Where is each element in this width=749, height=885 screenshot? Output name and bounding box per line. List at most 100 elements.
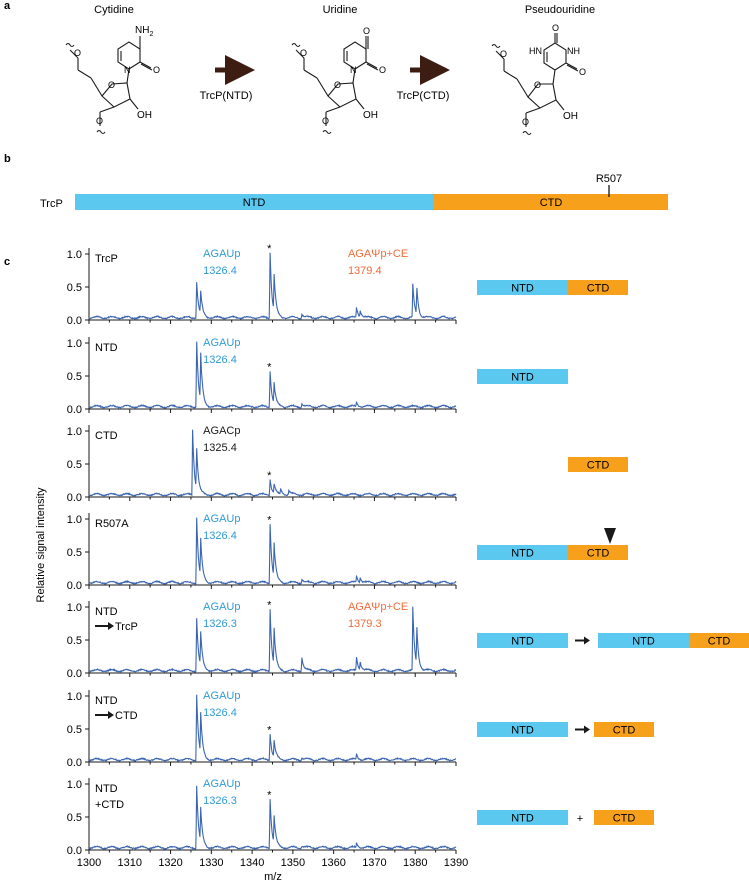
x-axis-title: m/z [264,871,282,883]
ntd-domain-box [477,545,568,560]
domain-bar-ntd [75,194,434,210]
peak-annotation-mass: 1325.4 [203,442,237,454]
construct-diagram-1: NTD CTD [477,280,628,295]
pseudouridine-oh: OH [563,111,578,122]
pseudouridine-5-o: O [500,49,507,59]
y-tick-label: 1.0 [67,779,82,791]
x-tick-label: 1320 [158,857,182,869]
y-tick-label: 0.5 [67,282,82,294]
peak-annotation-mass: 1379.3 [348,618,382,630]
spectra-panels: 0.00.51.0 *TrcP AGAUp1326.4AGAΨp+CE1379.40… [67,243,469,869]
molecule-label-pseudouridine: Pseudouridine [525,4,595,16]
uridine-5-o: O [300,48,307,58]
cytidine-ring-n: N [124,65,131,75]
protein-label-trcp: TrcP [40,198,63,210]
impurity-star: * [267,599,272,611]
sample-name-2: CTD [115,710,138,722]
enzyme-label-ntd: TrcP(NTD) [200,90,253,102]
panel-label-a: a [4,0,11,12]
y-tick-label: 0.0 [67,492,82,504]
ntd-domain-box [477,810,568,825]
impurity-star: * [267,470,272,482]
ntd-domain-box [598,633,689,648]
x-tick-label: 1380 [403,857,427,869]
pseudouridine-carbonyl-o4: O [579,67,586,77]
ctd-domain-box [594,722,654,737]
pseudouridine-3-o: O [522,117,529,127]
impurity-star: * [267,725,272,737]
pseudouridine-imide-hn: HN [529,46,542,56]
sample-arrow-head-icon [108,711,114,719]
domain-label-ntd: NTD [243,197,266,209]
peak-annotation-name: AGAUp [203,778,240,790]
y-tick-label: 1.0 [67,691,82,703]
ctd-domain-box [568,280,628,295]
x-tick-label: 1370 [362,857,386,869]
ntd-domain-label: NTD [511,372,534,384]
ctd-domain-label: CTD [613,813,636,825]
y-tick-label: 0.5 [67,812,82,824]
construct-diagram-6: NTD CTD [477,722,654,737]
sample-name: R507A [95,518,129,530]
y-tick-label: 1.0 [67,338,82,350]
ctd-domain-box [689,633,749,648]
sample-name: TrcP [95,253,118,265]
pseudouridine-structure [491,33,579,136]
cytidine-ring-o: O [108,80,115,90]
cytidine-5-o: O [74,48,81,58]
ctd-domain-label: CTD [587,460,610,472]
sample-arrow-head-icon [108,622,114,630]
peak-annotation-name: AGAΨp+CE [348,601,408,613]
construct-diagram-3: CTD [568,457,628,472]
cytidine-carbonyl-o: O [153,65,160,75]
ntd-domain-label: NTD [511,283,534,295]
sample-name: NTD [95,606,118,618]
construct-diagrams: NTD CTD NTD CTD NTD CTD NTD NTD CTD NTD CTD NTD CTD + [477,280,749,825]
spectrum-panel-7: 0.0 0.5 1.0 1300 1310 1320 1330 1340 1350 1360 137… [67,778,468,869]
y-tick-label: 1.0 [67,426,82,438]
ntd-domain-box [477,633,568,648]
spectrum-trace [88,785,457,851]
peak-annotation-mass: 1326.3 [203,618,237,630]
panel-label-b: b [4,153,11,165]
uridine-carbonyl-o4: O [363,26,370,36]
ntd-domain-box [477,722,568,737]
ctd-domain-label: CTD [613,725,636,737]
peak-annotation-mass: 1326.4 [203,707,237,719]
peak-annotation-name: AGAUp [203,601,240,613]
x-tick-label: 1310 [118,857,142,869]
x-tick-label: 1360 [321,857,345,869]
peak-annotation-name: AGAUp [203,248,240,260]
peak-annotation-mass: 1326.4 [203,530,237,542]
spectrum-trace [88,252,457,321]
x-tick-label: 1300 [77,857,101,869]
sample-name: NTD [95,783,118,795]
uridine-ring-o: O [334,80,341,90]
y-tick-label: 1.0 [67,249,82,261]
molecule-label-uridine: Uridine [323,4,358,16]
ctd-domain-label: CTD [587,283,610,295]
y-tick-label: 0.0 [67,404,82,416]
construct-diagram-2: NTD [477,369,568,384]
ntd-domain-box [477,369,568,384]
ctd-domain-label: CTD [708,636,731,648]
x-tick-label: 1350 [281,857,305,869]
ntd-domain-box [477,280,568,295]
ctd-domain-box [594,810,654,825]
cytidine-3-o: O [96,116,103,126]
pseudouridine-imide-nh: NH [567,46,580,56]
x-tick-label: 1340 [240,857,264,869]
spectrum-trace [88,341,457,410]
ntd-domain-label: NTD [632,636,655,648]
ntd-domain-label: NTD [511,725,534,737]
spectrum-panel-1: 0.0 0.5 1.0 * TrcP AGAUp 1326.4 AGAΨp+CE 1379.4 [67,243,457,327]
y-tick-label: 1.0 [67,602,82,614]
impurity-star: * [267,790,272,802]
y-tick-label: 0.0 [67,580,82,592]
spectrum-trace [88,517,457,586]
sample-name-2: +CTD [95,799,124,811]
peak-annotation-mass: 1326.4 [203,265,237,277]
y-tick-label: 0.5 [67,547,82,559]
y-tick-label: 0.5 [67,724,82,736]
